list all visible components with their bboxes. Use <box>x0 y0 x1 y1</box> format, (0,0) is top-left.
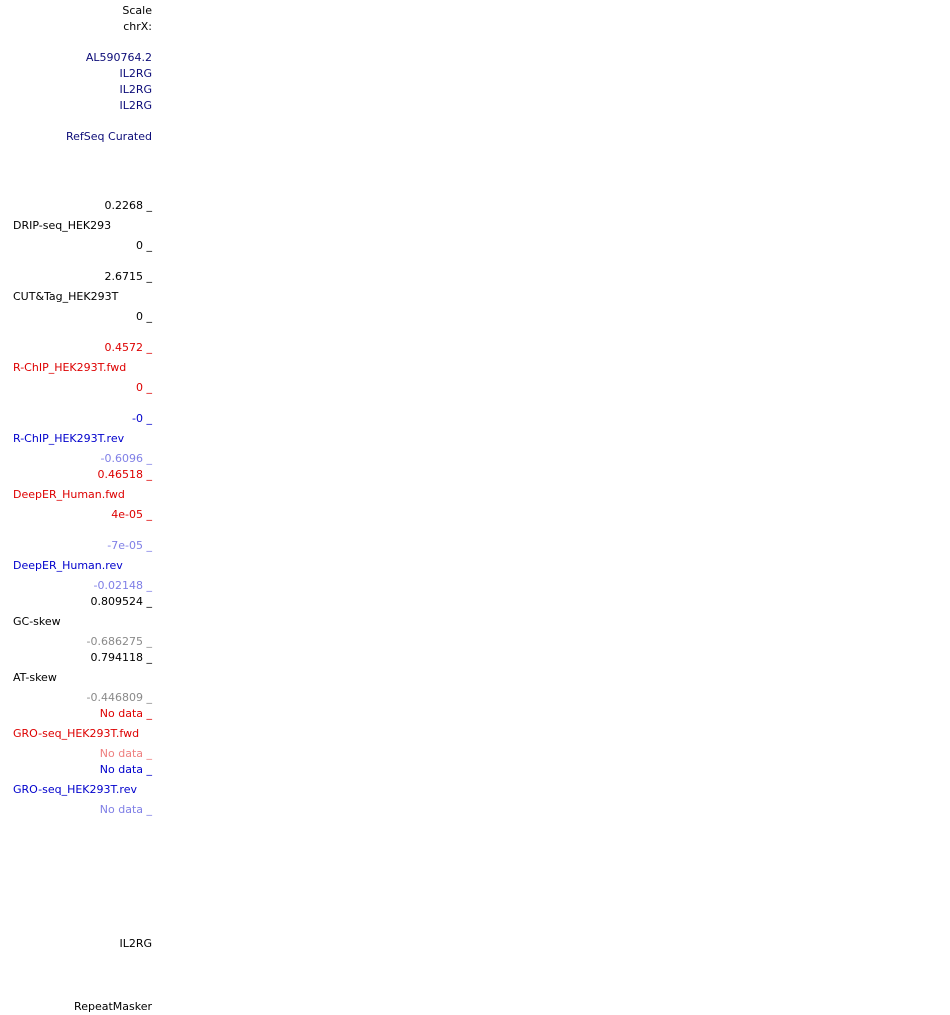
at-skew-max-value: 0.794118 _ <box>90 651 152 664</box>
track-name-gro-rev[interactable]: GRO-seq_HEK293T.rev <box>13 783 137 796</box>
track-name-deeper-fwd[interactable]: DeepER_Human.fwd <box>13 488 125 501</box>
track-name-at-skew[interactable]: AT-skew <box>13 671 57 684</box>
gro-rev-max-value: No data _ <box>99 763 152 776</box>
gene-label-al590764[interactable]: AL590764.2 <box>85 51 152 64</box>
track-name-rchip-fwd[interactable]: R-ChIP_HEK293T.fwd <box>13 361 127 374</box>
drip-min-value: 0 _ <box>136 239 152 252</box>
scale-label: Scale <box>122 4 152 17</box>
track-name-rchip-rev[interactable]: R-ChIP_HEK293T.rev <box>13 432 125 445</box>
deeper-fwd-max-value: 0.46518 _ <box>97 468 152 481</box>
rchip-rev-min-value: -0.6096 _ <box>100 452 152 465</box>
drip-max-value: 0.2268 _ <box>104 199 153 212</box>
track-name-repeatmasker[interactable]: RepeatMasker <box>74 1000 152 1013</box>
track-name-deeper-rev[interactable]: DeepER_Human.rev <box>13 559 123 572</box>
gc-skew-min-value: -0.686275 _ <box>86 635 152 648</box>
gene-label-il2rg-2[interactable]: IL2RG <box>119 83 152 96</box>
gene-label-il2rg-1[interactable]: IL2RG <box>119 67 152 80</box>
gro-fwd-min-value: No data _ <box>99 747 152 760</box>
deeper-rev-min-value: -0.02148 _ <box>93 579 152 592</box>
track-name-gro-fwd[interactable]: GRO-seq_HEK293T.fwd <box>13 727 140 740</box>
cuttag-min-value: 0 _ <box>136 310 152 323</box>
gene-label-il2rg-3[interactable]: IL2RG <box>119 99 152 112</box>
gro-fwd-max-value: No data _ <box>99 707 152 720</box>
at-skew-min-value: -0.446809 _ <box>86 691 152 704</box>
rchip-fwd-max-value: 0.4572 _ <box>104 341 153 354</box>
track-name-refseq-curated[interactable]: RefSeq Curated <box>66 130 152 143</box>
deeper-rev-max-value: -7e-05 _ <box>107 539 152 552</box>
deeper-fwd-min-value: 4e-05 _ <box>111 508 152 521</box>
gc-skew-max-value: 0.809524 _ <box>90 595 152 608</box>
gene-label-il2rg-bottom[interactable]: IL2RG <box>119 937 152 950</box>
rchip-fwd-min-value: 0 _ <box>136 381 152 394</box>
cuttag-max-value: 2.6715 _ <box>104 270 153 283</box>
track-name-cuttag[interactable]: CUT&Tag_HEK293T <box>13 290 119 303</box>
chrom-label: chrX: <box>123 20 152 33</box>
track-name-gc-skew[interactable]: GC-skew <box>13 615 61 628</box>
track-name-drip-seq[interactable]: DRIP-seq_HEK293 <box>13 219 112 232</box>
gro-rev-min-value: No data _ <box>99 803 152 816</box>
rchip-rev-max-value: -0 _ <box>132 412 152 425</box>
